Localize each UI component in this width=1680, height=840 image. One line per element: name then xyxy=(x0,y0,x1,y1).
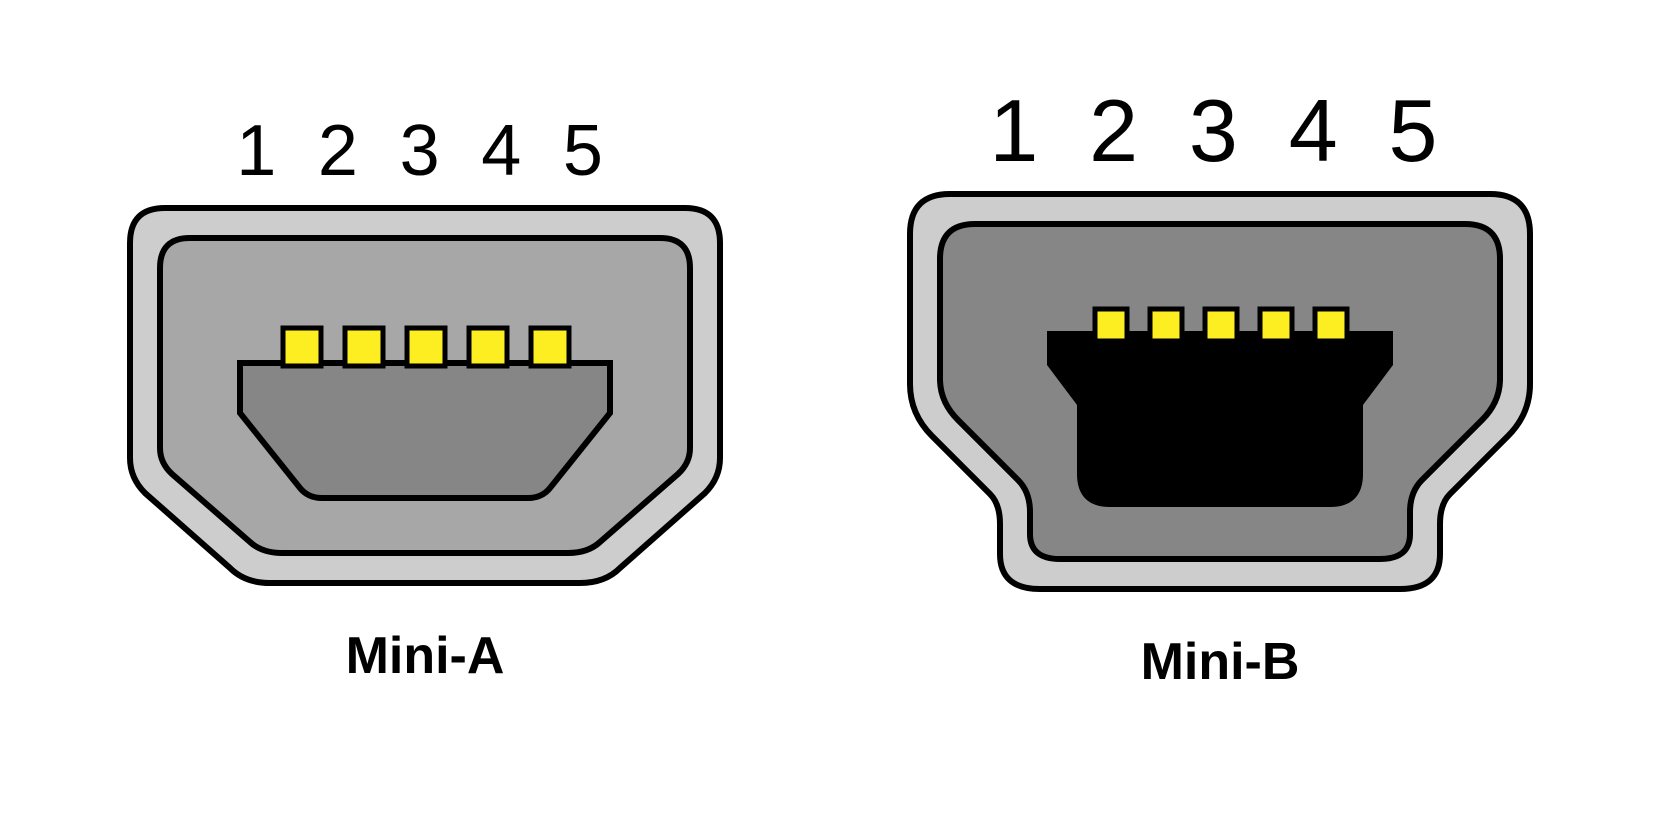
pin-numbers-mini-a: 1 2 3 4 5 xyxy=(120,110,730,192)
diagram-stage: 1 2 3 4 5 Mini-A 1 2 3 4 5 xyxy=(0,0,1680,840)
caption-mini-a: Mini-A xyxy=(120,626,730,686)
mini-a-pin-2 xyxy=(345,328,383,366)
mini-b-plastic-block xyxy=(1050,334,1390,504)
mini-b-svg xyxy=(900,184,1540,604)
mini-b-pin-5 xyxy=(1315,309,1347,341)
connector-mini-b: 1 2 3 4 5 Mini-B xyxy=(900,80,1540,692)
mini-b-pin-1 xyxy=(1095,309,1127,341)
mini-a-pin-5 xyxy=(531,328,569,366)
mini-a-pin-3 xyxy=(407,328,445,366)
mini-a-plastic-block xyxy=(240,363,610,498)
caption-mini-b: Mini-B xyxy=(900,632,1540,692)
mini-a-pin-1 xyxy=(283,328,321,366)
mini-b-pin-2 xyxy=(1150,309,1182,341)
connector-mini-a: 1 2 3 4 5 Mini-A xyxy=(120,110,730,686)
mini-a-pin-4 xyxy=(469,328,507,366)
pin-numbers-mini-b: 1 2 3 4 5 xyxy=(900,80,1540,182)
mini-b-pin-3 xyxy=(1205,309,1237,341)
mini-a-svg xyxy=(120,198,730,598)
mini-b-pin-4 xyxy=(1260,309,1292,341)
